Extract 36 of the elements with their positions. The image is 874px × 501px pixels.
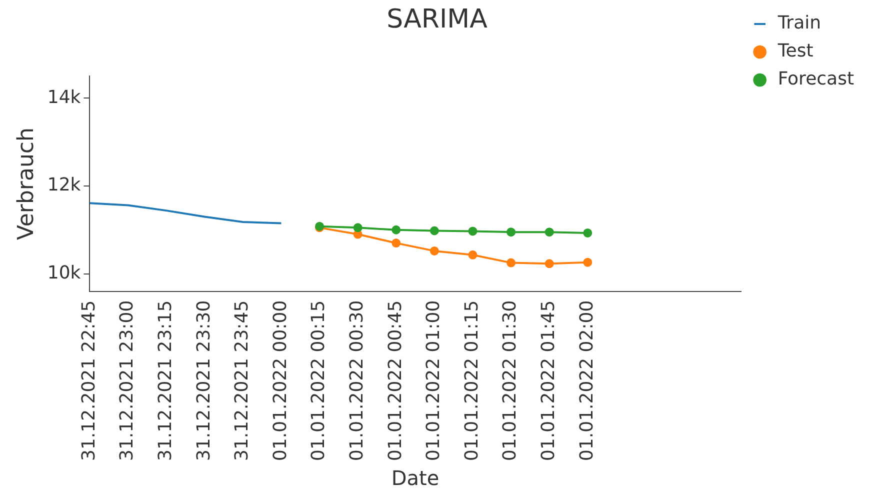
point	[468, 226, 478, 236]
point	[583, 258, 592, 267]
x-tick-label: 01.01.2022 01:45	[538, 300, 560, 461]
x-tick-label: 01.01.2022 00:00	[270, 300, 291, 461]
x-tick-label: 01.01.2022 00:15	[308, 300, 330, 461]
x-tick-label: 31.12.2021 22:45	[78, 300, 100, 461]
legend-label: Forecast	[778, 68, 854, 90]
x-tick-label: 01.01.2022 02:00	[576, 300, 598, 461]
x-tick-label: 01.01.2022 00:45	[384, 300, 406, 461]
x-tick-label: 01.01.2022 00:30	[346, 300, 368, 461]
x-axis-title: Date	[391, 466, 440, 490]
point	[583, 228, 592, 238]
point	[506, 228, 516, 237]
x-tick-label: 31.12.2021 23:15	[155, 300, 176, 461]
y-tick-label: 14k	[47, 86, 82, 108]
point	[506, 258, 516, 268]
point	[468, 250, 478, 260]
y-tick-label: 10k	[47, 262, 82, 284]
point	[353, 223, 362, 232]
point	[430, 226, 439, 236]
x-tick-label: 01.01.2022 01:00	[423, 300, 444, 461]
legend-label: Test	[776, 40, 814, 62]
point	[392, 225, 401, 234]
x-tick-label: 31.12.2021 23:30	[193, 300, 214, 461]
y-axis-title: Verbrauch	[14, 128, 39, 240]
x-tick-label: 31.12.2021 23:45	[232, 300, 253, 461]
point	[430, 246, 439, 256]
chart-title: SARIMA	[386, 4, 488, 34]
x-tick-label: 01.01.2022 01:15	[461, 300, 482, 461]
legend-label: Train	[776, 12, 822, 34]
point	[392, 238, 401, 248]
point	[544, 259, 554, 268]
y-tick-label: 12k	[47, 174, 82, 196]
x-tick-label: 01.01.2022 01:30	[500, 300, 521, 461]
x-tick-label: 31.12.2021 23:00	[116, 300, 138, 461]
point	[544, 228, 554, 237]
